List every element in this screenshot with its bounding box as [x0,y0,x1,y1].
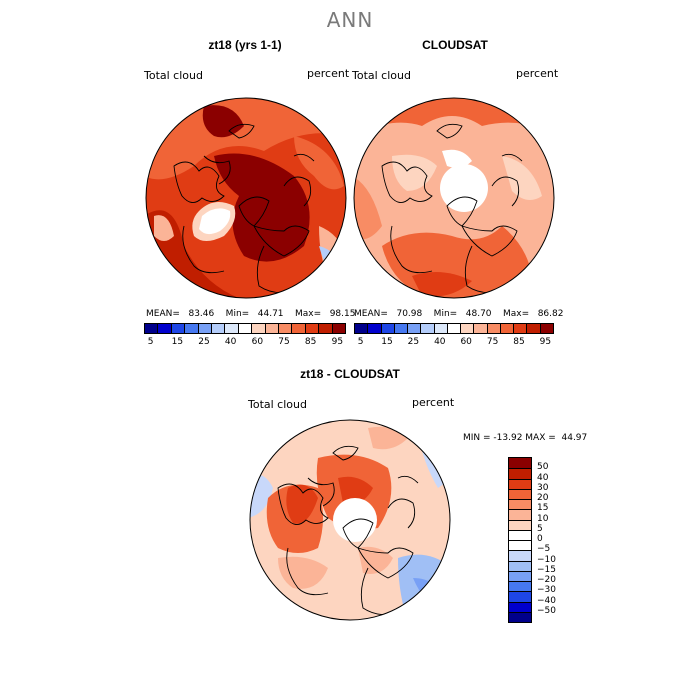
colorbar-tick-label: 15 [171,337,184,347]
colorbar-swatch [509,581,531,592]
colorbar-swatch [499,324,514,333]
colorbar-swatch [509,560,531,571]
colorbar-swatch [509,570,531,581]
colorbar-tick-label: −5 [537,544,551,555]
colorbar-tick-label: 0 [537,534,543,544]
colorbar-swatch [251,324,265,333]
colorbar-swatch [509,478,531,489]
panel3-stats: MIN = -13.92 MAX = 44.97 [463,433,588,443]
colorbar-tick-label: 30 [537,482,549,493]
colorbar-swatch [304,324,319,333]
colorbar-swatch [486,324,500,333]
colorbar-swatch [509,519,531,530]
panel1-polar-map [145,97,347,299]
colorbar-swatch [509,611,531,622]
panel2-colorbar [354,323,554,334]
colorbar-swatch [509,499,531,510]
panel2-stats: MEAN= 70.98 Min= 48.70 Max= 86.82 [354,309,564,319]
colorbar-swatch [509,529,531,540]
colorbar-swatch [380,324,394,333]
colorbar-swatch [509,509,531,520]
panel3-field-label: Total cloud [248,398,307,411]
colorbar-swatch [291,324,305,333]
colorbar-swatch [526,324,540,333]
colorbar-swatch [509,488,531,499]
colorbar-swatch [513,324,527,333]
colorbar-swatch [509,591,531,602]
colorbar-tick-label: 15 [381,337,393,347]
colorbar-tick-label: −40 [537,595,556,606]
colorbar-swatch [170,324,185,333]
colorbar-swatch [509,601,531,612]
panel3-polar-map [249,419,451,621]
colorbar-tick-label: −50 [537,605,556,616]
colorbar-tick-label: −10 [537,554,556,565]
colorbar-swatch [145,324,158,333]
colorbar-swatch [460,324,474,333]
panel1-title: zt18 (yrs 1-1) [208,38,282,52]
panel2-colorbar-ticks: 5 15 25 40 60 75 85 95 [354,337,552,349]
colorbar-tick-label: 85 [304,337,317,347]
colorbar-swatch [509,550,531,561]
panel1-field-label: Total cloud [144,69,203,82]
colorbar-tick-label: 15 [537,503,549,514]
colorbar-tick-label: 10 [537,513,549,524]
colorbar-tick-label: 60 [460,337,472,347]
panel2-units: percent [516,67,559,80]
colorbar-tick-label: 40 [224,337,237,347]
colorbar-swatch [224,324,238,333]
colorbar-swatch [211,324,225,333]
panel1-colorbar-ticks: 5 15 25 40 60 75 85 95 [144,337,344,349]
colorbar-swatch [407,324,421,333]
colorbar-swatch [473,324,487,333]
colorbar-tick-label: 20 [537,493,549,503]
panel1-units: percent [307,67,350,80]
colorbar-swatch [318,324,332,333]
colorbar-swatch [393,324,408,333]
colorbar-tick-label: 75 [278,337,290,347]
panel1-stats: MEAN= 83.46 Min= 44.71 Max= 98.15 [146,309,356,319]
colorbar-tick-label: 85 [513,337,525,347]
panel3-title: zt18 - CLOUDSAT [300,367,400,381]
colorbar-tick-label: 95 [539,337,552,347]
colorbar-swatch [355,324,368,333]
colorbar-swatch [509,458,531,469]
colorbar-swatch [539,324,553,333]
colorbar-tick-label: 95 [331,337,344,347]
colorbar-tick-label: −15 [537,564,556,575]
colorbar-tick-label: 40 [434,337,446,347]
colorbar-swatch [184,324,198,333]
colorbar-tick-label: 5 [147,337,154,347]
colorbar-tick-label: 40 [537,472,549,483]
colorbar-tick-label: 75 [486,337,499,347]
panel2-field-label: Total cloud [352,69,411,82]
colorbar-tick-label: 60 [251,337,264,347]
panel3-units: percent [412,396,455,409]
panel3-colorbar [508,457,532,623]
panel2-title: CLOUDSAT [422,38,488,52]
colorbar-swatch [278,324,292,333]
panel2-polar-map [353,97,555,299]
colorbar-tick-label: 50 [537,462,549,473]
panel3-colorbar-labels: 50 40 30 20 15 10 5 0 −5 −10 −15 −20 −30 −40 −50 [537,457,577,621]
colorbar-tick-label: 25 [407,337,420,347]
colorbar-tick-label: −20 [537,575,556,585]
panel1-colorbar [144,323,346,334]
colorbar-swatch [509,468,531,479]
colorbar-tick-label: 25 [198,337,210,347]
colorbar-swatch [197,324,212,333]
colorbar-tick-label: −30 [537,585,556,596]
colorbar-swatch [509,540,531,551]
colorbar-swatch [367,324,381,333]
colorbar-swatch [446,324,461,333]
figure-title: ANN [326,8,374,32]
colorbar-tick-label: 5 [537,523,543,534]
colorbar-swatch [237,324,252,333]
colorbar-swatch [433,324,447,333]
colorbar-swatch [420,324,434,333]
colorbar-swatch [331,324,346,333]
colorbar-tick-label: 5 [357,337,364,347]
colorbar-swatch [157,324,171,333]
colorbar-swatch [264,324,279,333]
